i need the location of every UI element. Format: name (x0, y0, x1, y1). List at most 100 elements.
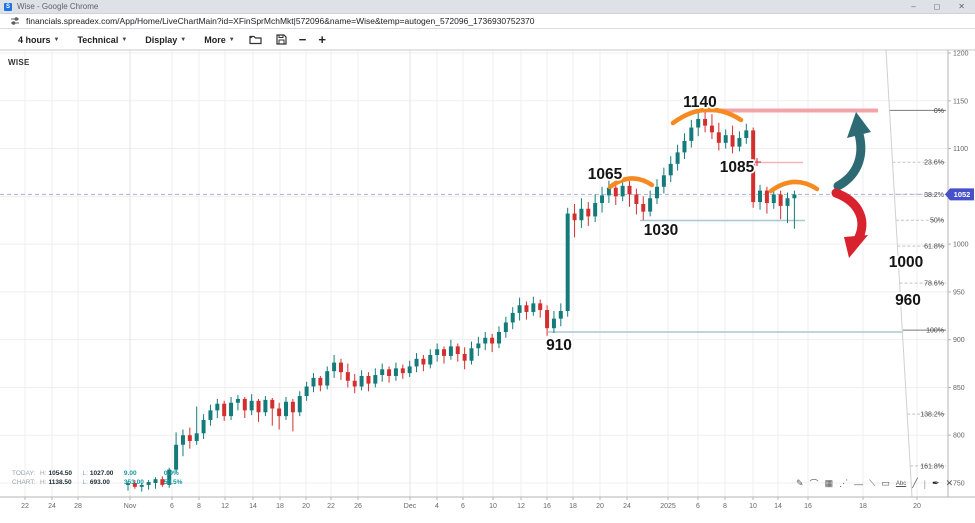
orange-arc-right[interactable] (768, 179, 820, 194)
annotation-960: 960 (895, 292, 921, 309)
polyline-tool[interactable]: ⌒ (809, 479, 819, 489)
minimize-button[interactable]: – (911, 2, 916, 11)
save-icon[interactable] (276, 34, 287, 45)
horizontal-line-tool[interactable]: — (854, 478, 864, 489)
annotation-1085: 1085 (720, 159, 755, 176)
change-value: 9.00 (123, 470, 137, 477)
time-axis-label: 12 (517, 503, 525, 510)
open-folder-icon[interactable] (249, 34, 262, 45)
fibonacci-retracement[interactable]: 0% 23.6% 38.2% 50% 61.8% 78.6% 100% 138.2% 161.8… (889, 108, 946, 471)
more-menu[interactable]: More ▼ (204, 35, 234, 45)
orange-arc-1065[interactable] (607, 176, 655, 190)
more-label: More (204, 34, 226, 45)
display-label: Display (145, 34, 178, 45)
orange-arc-1140[interactable] (670, 107, 744, 126)
teal-up-arrow[interactable] (833, 112, 871, 191)
timeframe-menu[interactable]: 4 hours ▼ (18, 35, 59, 45)
price-axis-label: 1000 (953, 242, 969, 249)
annotation-1140: 1140 (683, 94, 717, 111)
zoom-in-button[interactable]: + (318, 31, 326, 47)
site-settings-icon[interactable] (10, 16, 20, 26)
symbol-label: WISE (8, 58, 30, 67)
low-label: L: (82, 470, 88, 477)
app-icon: S (4, 2, 12, 11)
close-tool[interactable]: ✕ (945, 478, 954, 488)
price-axis-label: 800 (953, 433, 965, 440)
change-value: 353.00 (123, 479, 144, 486)
drawing-toolbar: ✎ ⌒ ▦ ⋰ — ⟍ ▭ Abc ╱ | ✒ ✕ (796, 477, 953, 490)
slash-tool[interactable]: ╱ (912, 478, 918, 488)
chevron-down-icon: ▼ (180, 36, 187, 43)
time-axis-label: 26 (354, 503, 362, 510)
legend-today-row: TODAY: H: 1054.50 L: 1027.00 9.00 0.9% (12, 469, 204, 478)
price-axis-label: 750 (953, 481, 965, 488)
fib-label: 78.6% (924, 281, 944, 288)
time-axis-label: 24 (623, 503, 631, 510)
price-axis-label: 850 (953, 385, 965, 392)
high-value: 1054.50 (48, 470, 73, 477)
red-down-arrow[interactable] (831, 188, 868, 258)
price-axis-label: 1100 (953, 146, 968, 153)
fib-label: 138.2% (920, 412, 944, 419)
pencil-tool[interactable]: ✎ (796, 478, 804, 488)
time-axis-label: 4 (435, 503, 439, 510)
maximize-button[interactable]: ◻ (933, 2, 941, 11)
change-pct: 0.9% (163, 470, 179, 477)
fib-label: 50% (930, 218, 944, 225)
annotation-910: 910 (546, 337, 572, 354)
display-menu[interactable]: Display ▼ (145, 35, 186, 45)
fib-label: 0% (934, 108, 944, 115)
grid-tool[interactable]: ▦ (824, 478, 834, 488)
time-axis-label: 14 (249, 503, 257, 510)
rectangle-tool[interactable]: ▭ (881, 478, 890, 488)
price-axis-label: 900 (953, 337, 965, 344)
fib-label: 61.8% (924, 244, 944, 251)
low-value: 1027.00 (89, 470, 114, 477)
time-axis-label: 20 (302, 503, 310, 510)
technical-menu[interactable]: Technical ▼ (77, 35, 127, 45)
time-axis-label: 18 (569, 503, 577, 510)
legend-row-label: CHART: (12, 479, 36, 486)
low-label: L: (82, 479, 88, 486)
fib-label: 161.8% (920, 463, 944, 470)
trend-line-tool[interactable]: ⟍ (869, 478, 876, 488)
marker-pen-tool[interactable]: ✒ (932, 478, 940, 488)
fib-label: 23.6% (924, 160, 944, 167)
time-axis-label: 18 (276, 503, 284, 510)
high-label: H: (40, 470, 47, 477)
chevron-down-icon: ▼ (121, 36, 128, 43)
price-axis-label: 1150 (953, 98, 968, 105)
chevron-down-icon: ▼ (53, 36, 60, 43)
time-axis-label: 6 (461, 503, 465, 510)
time-axis-label: 8 (723, 503, 727, 510)
time-axis-label: Dec (404, 503, 417, 510)
zoom-out-button[interactable]: − (298, 31, 307, 47)
fib-label: 38.2% (924, 192, 944, 199)
svg-text:1052: 1052 (954, 190, 971, 199)
text-tool[interactable]: Abc (895, 480, 907, 487)
time-axis-label: 16 (804, 503, 812, 510)
time-axis-label: 10 (489, 503, 497, 510)
axes[interactable]: 1200115011001050100095090085080075022242… (0, 49, 975, 510)
time-axis-label: 20 (913, 503, 921, 510)
time-axis-label: 2025 (660, 503, 676, 510)
chart-toolbar: 4 hours ▼ Technical ▼ Display ▼ More ▼ −… (0, 29, 975, 50)
change-pct: 50.5% (163, 479, 183, 486)
time-axis-label: 6 (696, 503, 700, 510)
time-axis-label: 20 (596, 503, 604, 510)
diagonal-trend-line[interactable] (885, 49, 913, 498)
legend-row-label: TODAY: (12, 470, 36, 477)
url-bar[interactable]: financials.spreadex.com/App/Home/LiveCha… (0, 14, 975, 29)
fan-lines-tool[interactable]: ⋰ (839, 478, 849, 488)
close-button[interactable]: ✕ (958, 2, 965, 11)
low-value: 693.00 (89, 479, 110, 486)
time-axis-label: 12 (221, 503, 229, 510)
url-text[interactable]: financials.spreadex.com/App/Home/LiveCha… (26, 16, 535, 26)
time-axis-label: 22 (21, 503, 29, 510)
time-axis-label: 6 (170, 503, 174, 510)
time-axis-label: 18 (859, 503, 867, 510)
time-axis-label: 8 (197, 503, 201, 510)
